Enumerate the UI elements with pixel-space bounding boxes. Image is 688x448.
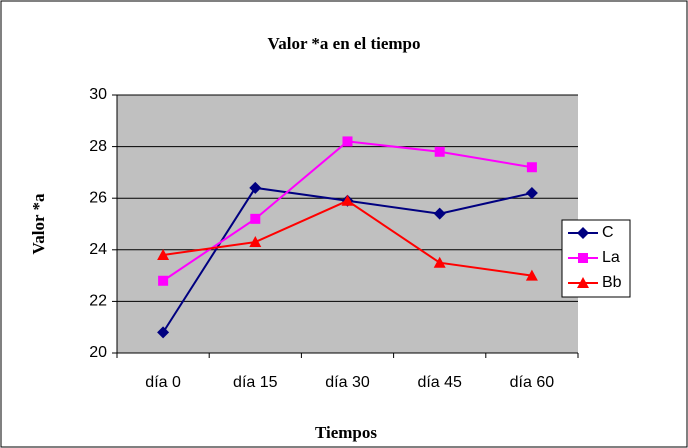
data-point xyxy=(249,181,262,194)
y-tick-label: 20 xyxy=(89,344,107,361)
data-point xyxy=(526,162,537,173)
chart-title: Valor *a en el tiempo xyxy=(268,34,421,53)
x-tick-label: día 30 xyxy=(325,374,370,391)
legend-label: La xyxy=(602,249,620,266)
legend-marker xyxy=(577,277,589,288)
data-point xyxy=(433,256,446,268)
y-tick-label: 30 xyxy=(89,86,107,103)
x-tick-label: día 0 xyxy=(145,374,181,391)
y-axis-label: Valor *a xyxy=(29,193,48,254)
data-point xyxy=(434,146,445,157)
legend-marker xyxy=(577,227,589,239)
data-point xyxy=(342,136,353,147)
data-point xyxy=(250,213,261,224)
data-point xyxy=(525,269,538,281)
data-point xyxy=(157,326,170,339)
data-point xyxy=(158,275,169,286)
data-point xyxy=(433,207,446,220)
plot-area xyxy=(117,95,578,353)
y-tick-label: 22 xyxy=(89,293,107,310)
data-point xyxy=(341,194,354,206)
x-tick-label: día 45 xyxy=(417,374,462,391)
y-tick-label: 28 xyxy=(89,138,107,155)
x-tick-label: día 60 xyxy=(510,374,555,391)
data-point xyxy=(157,248,170,260)
legend-label: Bb xyxy=(602,274,622,291)
y-tick-label: 26 xyxy=(89,189,107,206)
data-point xyxy=(249,236,262,248)
y-tick-label: 24 xyxy=(89,241,107,258)
legend-label: C xyxy=(602,224,614,241)
x-axis-label: Tiempos xyxy=(315,423,377,442)
x-tick-label: día 15 xyxy=(233,374,278,391)
legend-marker xyxy=(578,253,588,263)
data-point xyxy=(525,187,538,200)
